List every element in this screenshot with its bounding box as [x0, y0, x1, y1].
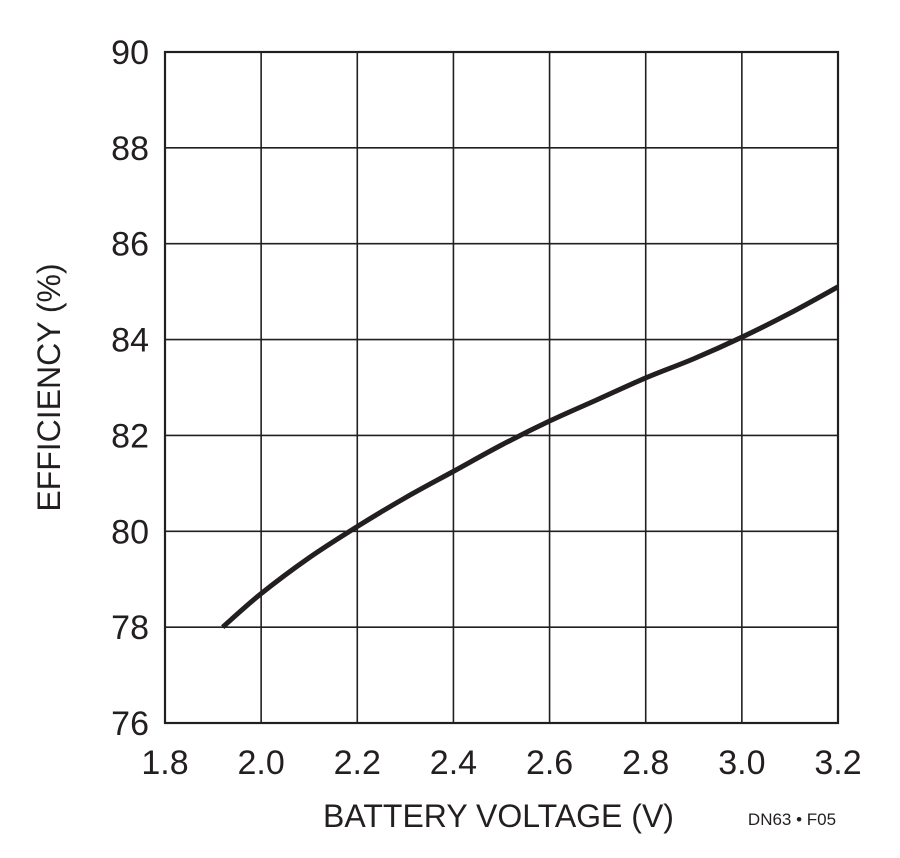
- y-tick-label: 86: [111, 226, 149, 264]
- y-tick-labels: 76 78 80 82 84 86 88 90: [111, 34, 149, 743]
- y-tick-label: 88: [111, 130, 149, 168]
- x-tick-label: 2.0: [238, 744, 285, 782]
- x-tick-label: 2.6: [526, 744, 573, 782]
- grid-lines: [164, 51, 839, 724]
- x-tick-label: 2.8: [622, 744, 669, 782]
- plot-frame: [163, 50, 840, 725]
- efficiency-curve: [221, 284, 840, 630]
- y-tick-label: 80: [111, 513, 149, 551]
- x-tick-label: 2.4: [430, 744, 477, 782]
- series-layer: [221, 284, 840, 630]
- y-axis-title: EFFICIENCY (%): [31, 263, 67, 511]
- y-tick-label: 84: [111, 322, 149, 360]
- y-tick-label: 76: [111, 705, 149, 743]
- x-tick-label: 3.2: [814, 744, 861, 782]
- y-tick-label: 90: [111, 34, 149, 72]
- figure-id-annotation: DN63 • F05: [748, 810, 836, 829]
- x-tick-label: 1.8: [141, 744, 188, 782]
- x-tick-label: 3.0: [718, 744, 765, 782]
- x-tick-labels: 1.8 2.0 2.2 2.4 2.6 2.8 3.0 3.2: [141, 744, 861, 782]
- x-tick-label: 2.2: [334, 744, 381, 782]
- x-axis-title: BATTERY VOLTAGE (V): [323, 798, 674, 834]
- y-tick-label: 82: [111, 417, 149, 455]
- y-tick-label: 78: [111, 609, 149, 647]
